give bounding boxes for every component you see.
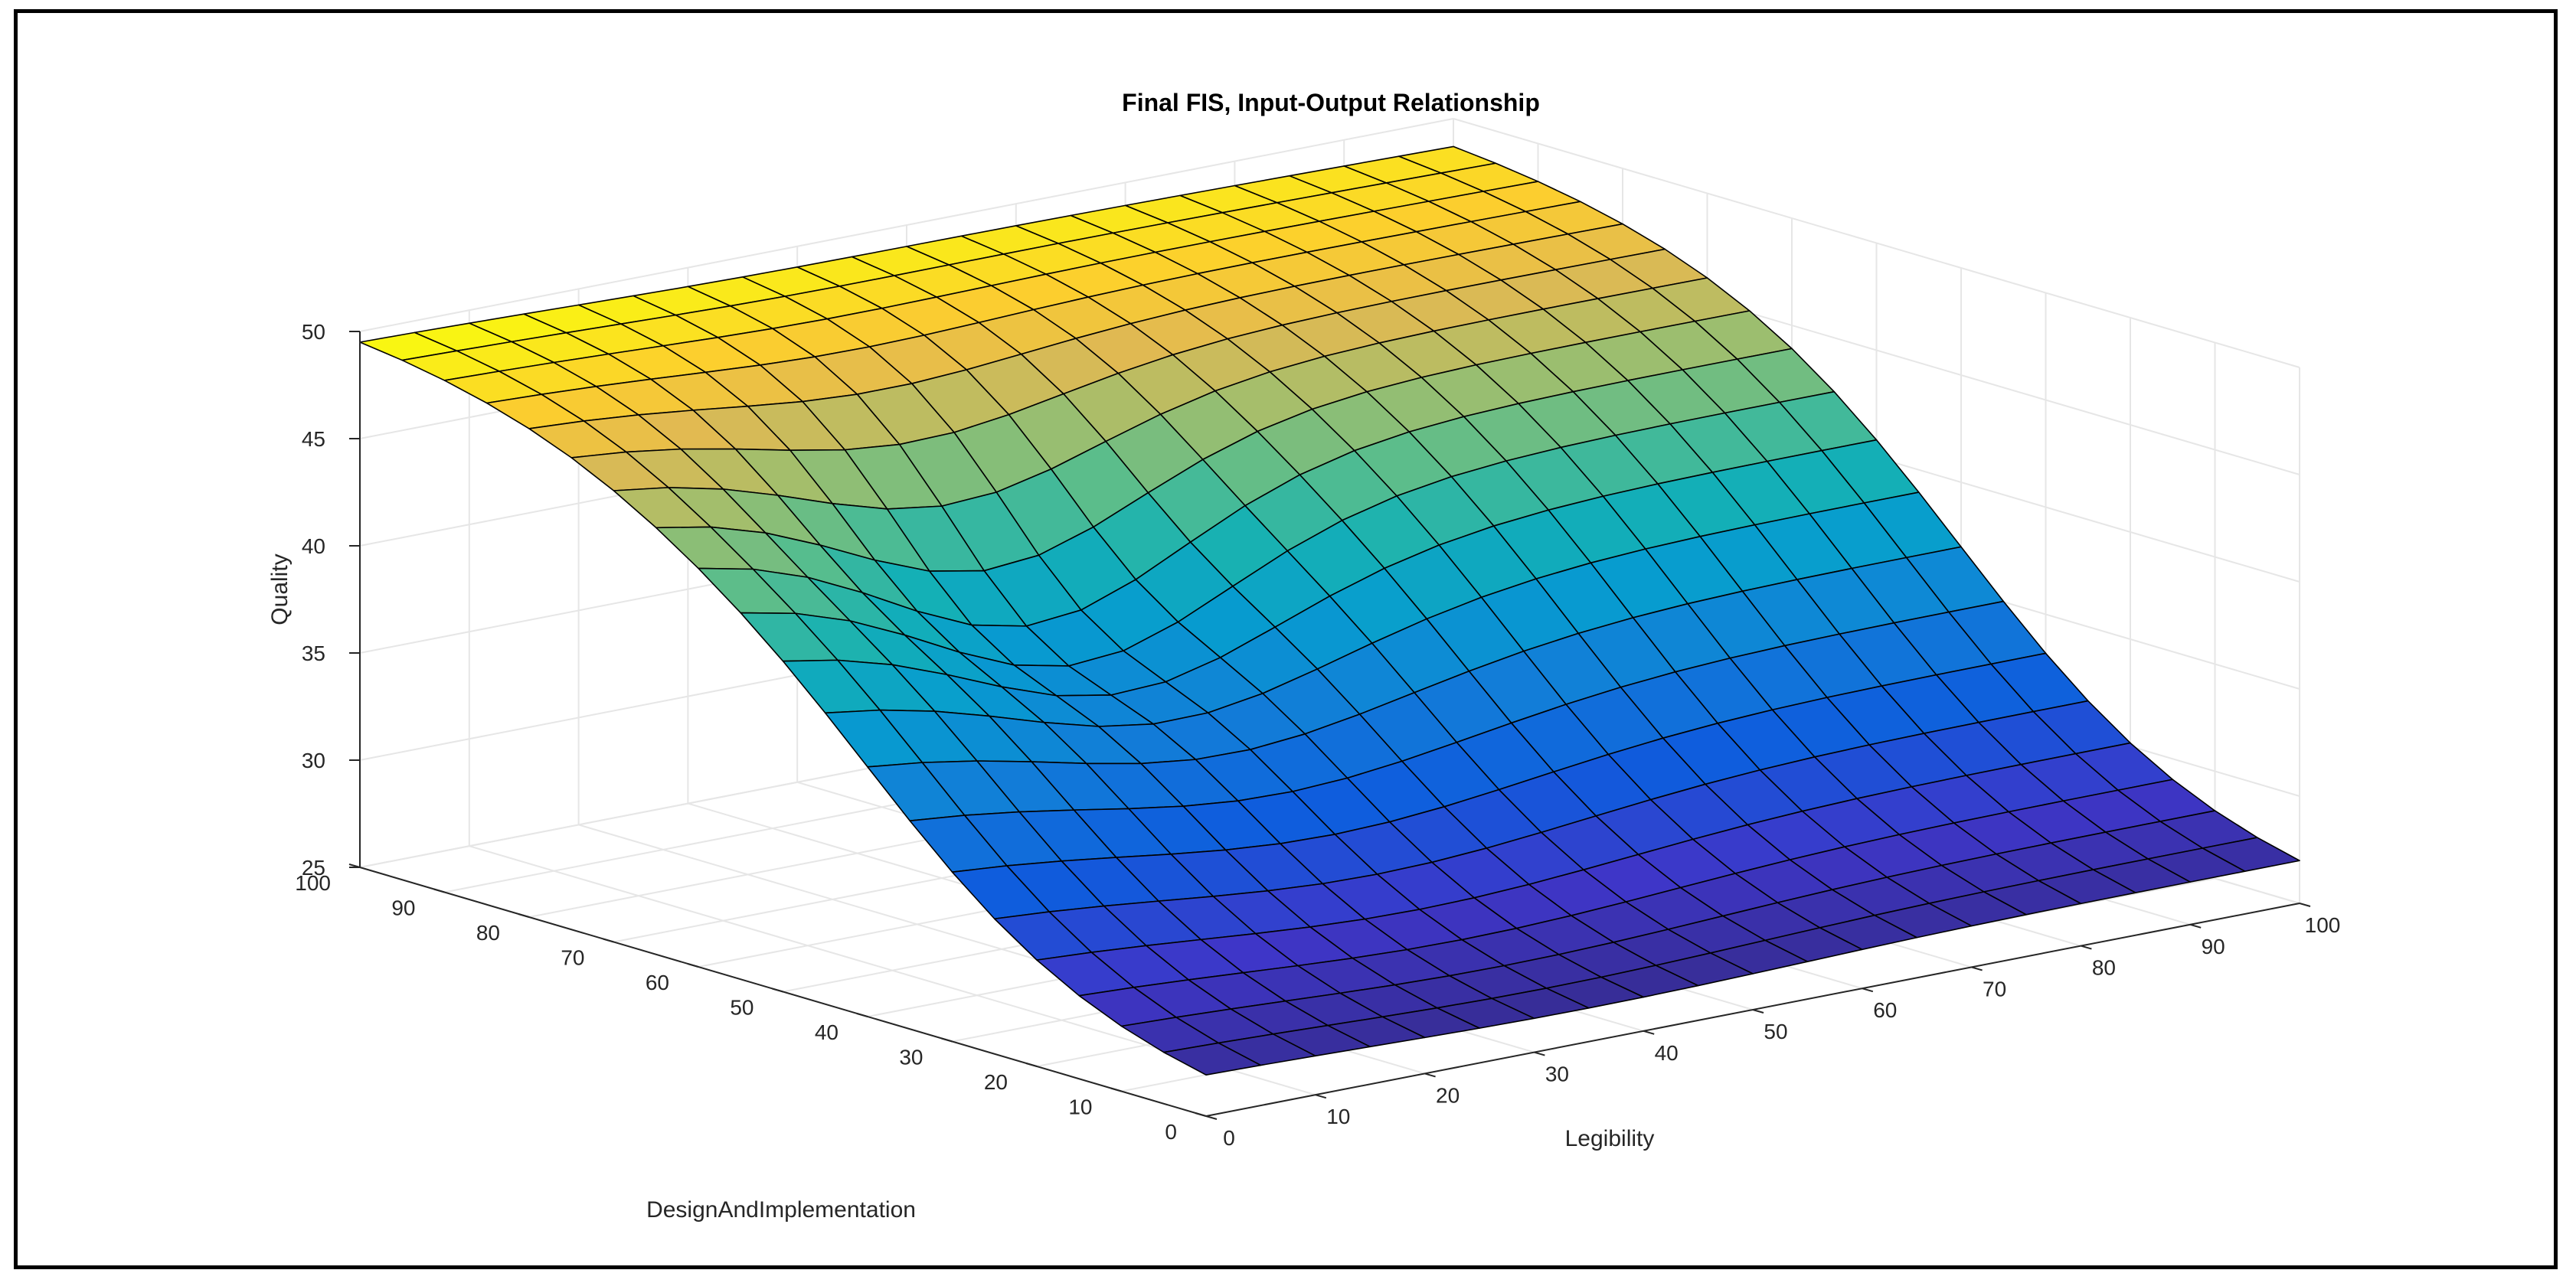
x-tick-label: 90 bbox=[2202, 935, 2225, 958]
x-tick-label: 50 bbox=[1764, 1020, 1787, 1043]
x-tick-label: 20 bbox=[1436, 1083, 1460, 1107]
y-tick-label: 20 bbox=[984, 1070, 1008, 1094]
x-tick-mark bbox=[2081, 945, 2092, 950]
grid-line bbox=[359, 118, 1454, 332]
y-tick-label: 60 bbox=[646, 971, 669, 994]
x-tick-mark bbox=[1862, 988, 1874, 993]
surface-mesh bbox=[359, 145, 2300, 1076]
tick-labels: 0 10 20 30 40 50 60 70 80 90 100 0 10 20 30 40 50 60 70 80 9… bbox=[295, 320, 2340, 1150]
y-tick-mark bbox=[1110, 1087, 1122, 1092]
x-tick-mark bbox=[1534, 1051, 1545, 1056]
x-tick-mark bbox=[1315, 1094, 1327, 1099]
z-tick-label: 40 bbox=[302, 534, 325, 558]
z-axis-label: Quality bbox=[267, 553, 293, 625]
x-tick-label: 40 bbox=[1655, 1041, 1679, 1065]
y-tick-mark bbox=[856, 1013, 868, 1017]
y-tick-label: 80 bbox=[476, 921, 500, 945]
x-tick-label: 80 bbox=[2092, 956, 2116, 980]
y-tick-mark bbox=[433, 888, 445, 893]
x-tick-mark bbox=[2189, 923, 2202, 929]
y-tick-label: 70 bbox=[561, 946, 584, 970]
chart-title: Final FIS, Input-Output Relationship bbox=[1122, 89, 1540, 116]
y-tick-label: 40 bbox=[815, 1020, 839, 1044]
x-tick-mark bbox=[1752, 1009, 1764, 1014]
x-tick-label: 10 bbox=[1326, 1105, 1350, 1128]
y-tick-mark bbox=[518, 913, 530, 918]
surface-patch bbox=[1162, 1042, 1262, 1076]
z-tick-label: 45 bbox=[302, 427, 325, 451]
y-tick-label: 10 bbox=[1068, 1095, 1092, 1119]
y-tick-mark bbox=[603, 938, 614, 943]
y-tick-mark bbox=[687, 963, 699, 968]
y-tick-label: 0 bbox=[1165, 1120, 1177, 1144]
x-tick-label: 0 bbox=[1223, 1126, 1235, 1150]
x-tick-label: 60 bbox=[1873, 998, 1897, 1022]
x-tick-mark bbox=[1424, 1072, 1436, 1078]
z-tick-label: 35 bbox=[302, 642, 325, 665]
grid-line bbox=[1453, 118, 2300, 368]
x-tick-label: 100 bbox=[2305, 913, 2341, 937]
x-tick-label: 70 bbox=[1983, 977, 2006, 1001]
x-tick-label: 30 bbox=[1545, 1063, 1569, 1086]
z-tick-label: 25 bbox=[302, 856, 325, 880]
x-tick-mark bbox=[1643, 1030, 1655, 1035]
z-tick-label: 50 bbox=[302, 320, 325, 344]
x-tick-mark bbox=[1205, 1115, 1218, 1120]
y-tick-label: 100 bbox=[295, 871, 331, 895]
y-tick-label: 30 bbox=[899, 1046, 923, 1069]
z-tick-label: 30 bbox=[302, 749, 325, 772]
y-tick-mark bbox=[1195, 1112, 1207, 1117]
y-tick-mark bbox=[1025, 1063, 1038, 1067]
x-tick-mark bbox=[2299, 903, 2311, 907]
y-tick-mark bbox=[772, 988, 783, 993]
y-tick-mark bbox=[941, 1037, 953, 1043]
y-tick-label: 90 bbox=[391, 896, 415, 920]
x-tick-mark bbox=[1971, 966, 1983, 971]
y-tick-label: 50 bbox=[730, 996, 754, 1020]
y-axis-label: DesignAndImplementation bbox=[646, 1197, 916, 1223]
x-axis-label: Legibility bbox=[1565, 1126, 1655, 1151]
axes bbox=[348, 331, 2311, 1120]
